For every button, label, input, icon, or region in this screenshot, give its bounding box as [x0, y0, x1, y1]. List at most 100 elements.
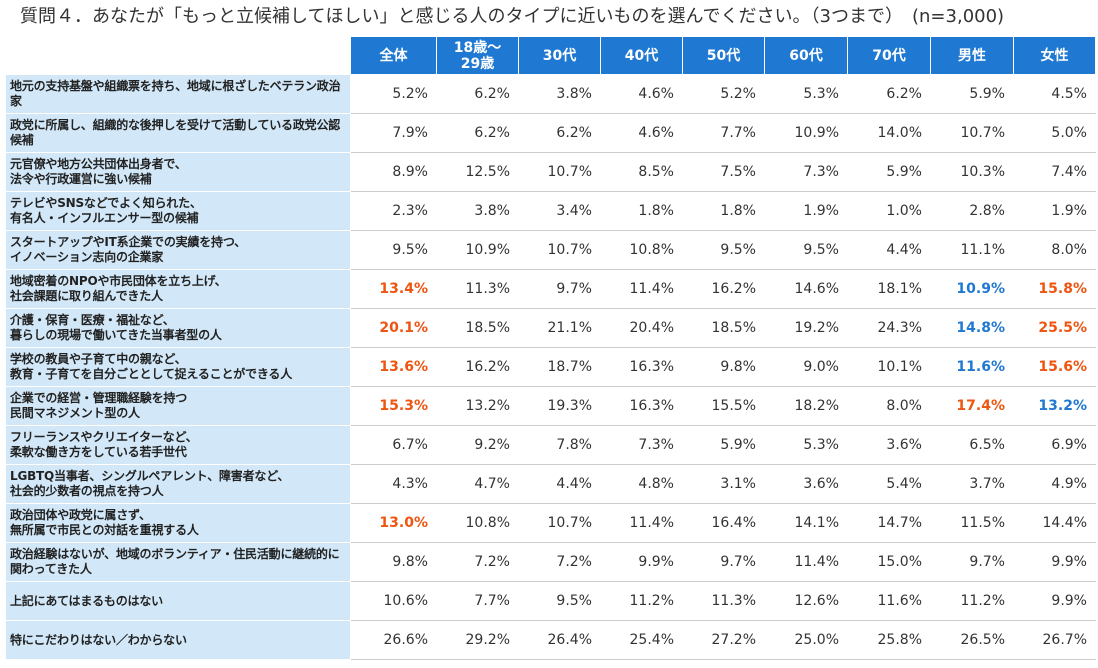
table-row: 介護・保育・医療・福祉など、 暮らしの現場で働いてきた当事者型の人 20.1% 18… — [5, 308, 1096, 348]
value-cell: 2.3% — [350, 191, 437, 231]
value-cell: 4.4% — [518, 464, 601, 504]
table-row: 学校の教員や子育て中の親など、 教育・子育てを自分ごととして捉えることができる人… — [5, 347, 1096, 387]
header-row: 全体 18歳〜 29歳 30代 40代 50代 60代 70代 男性 女性 — [5, 36, 1096, 75]
value-cell: 11.3% — [436, 269, 519, 309]
value-cell: 9.7% — [682, 542, 765, 582]
column-header: 女性 — [1013, 36, 1096, 75]
value-cell: 24.3% — [847, 308, 931, 348]
value-cell: 1.0% — [847, 191, 931, 231]
value-cell: 11.2% — [930, 581, 1014, 621]
value-cell: 9.9% — [1013, 581, 1096, 621]
row-label: スタートアップやIT系企業での実績を持つ、 イノベーション志向の企業家 — [5, 230, 351, 270]
value-cell: 16.2% — [682, 269, 765, 309]
value-cell: 5.9% — [847, 152, 931, 192]
value-cell: 5.9% — [682, 425, 765, 465]
value-cell: 10.7% — [518, 503, 601, 543]
table-row: 企業での経営・管理職経験を持つ 民間マネジメント型の人 15.3% 13.2% 19.… — [5, 386, 1096, 426]
value-cell: 7.5% — [682, 152, 765, 192]
value-cell: 11.2% — [600, 581, 683, 621]
value-cell: 17.4% — [930, 386, 1014, 426]
value-cell: 11.4% — [764, 542, 848, 582]
value-cell: 12.6% — [764, 581, 848, 621]
value-cell: 14.8% — [930, 308, 1014, 348]
value-cell: 11.6% — [847, 581, 931, 621]
value-cell: 6.2% — [847, 74, 931, 114]
value-cell: 9.5% — [518, 581, 601, 621]
value-cell: 10.8% — [600, 230, 683, 270]
value-cell: 27.2% — [682, 620, 765, 660]
value-cell: 6.2% — [436, 74, 519, 114]
value-cell: 5.3% — [764, 74, 848, 114]
table-row: 特にこだわりはない／わからない 26.6% 29.2% 26.4% 25.4% 27.2%… — [5, 620, 1096, 660]
value-cell: 9.5% — [682, 230, 765, 270]
column-header: 30代 — [518, 36, 601, 75]
value-cell: 5.0% — [1013, 113, 1096, 153]
value-cell: 3.1% — [682, 464, 765, 504]
value-cell: 4.6% — [600, 74, 683, 114]
value-cell: 5.3% — [764, 425, 848, 465]
column-header: 18歳〜 29歳 — [436, 36, 519, 75]
table-row: 政治団体や政党に属さず、 無所属で市民との対話を重視する人 13.0% 10.8% 1… — [5, 503, 1096, 543]
value-cell: 3.8% — [436, 191, 519, 231]
value-cell: 18.2% — [764, 386, 848, 426]
value-cell: 26.7% — [1013, 620, 1096, 660]
value-cell: 25.8% — [847, 620, 931, 660]
value-cell: 18.1% — [847, 269, 931, 309]
value-cell: 10.7% — [930, 113, 1014, 153]
table-row: 地域密着のNPOや市民団体を立ち上げ、 社会課題に取り組んできた人 13.4% 11… — [5, 269, 1096, 309]
table-row: スタートアップやIT系企業での実績を持つ、 イノベーション志向の企業家 9.5% 1… — [5, 230, 1096, 270]
table-row: 政党に所属し、組織的な後押しを受けて活動している政党公認候補 7.9% 6.2% 6.… — [5, 113, 1096, 153]
value-cell: 14.4% — [1013, 503, 1096, 543]
value-cell: 13.2% — [436, 386, 519, 426]
value-cell: 4.7% — [436, 464, 519, 504]
value-cell: 10.7% — [518, 230, 601, 270]
value-cell: 7.3% — [764, 152, 848, 192]
value-cell: 1.8% — [600, 191, 683, 231]
row-label: 政治経験はないが、地域のボランティア・住民活動に継続的に関わってきた人 — [5, 542, 351, 582]
value-cell: 7.4% — [1013, 152, 1096, 192]
value-cell: 10.6% — [350, 581, 437, 621]
value-cell: 14.1% — [764, 503, 848, 543]
table-row: 地元の支持基盤や組織票を持ち、地域に根ざしたベテラン政治家 5.2% 6.2% 3.8… — [5, 74, 1096, 114]
value-cell: 9.9% — [1013, 542, 1096, 582]
value-cell: 13.2% — [1013, 386, 1096, 426]
value-cell: 3.6% — [764, 464, 848, 504]
value-cell: 8.0% — [1013, 230, 1096, 270]
value-cell: 13.4% — [350, 269, 437, 309]
value-cell: 12.5% — [436, 152, 519, 192]
value-cell: 26.6% — [350, 620, 437, 660]
value-cell: 26.4% — [518, 620, 601, 660]
value-cell: 6.2% — [436, 113, 519, 153]
value-cell: 11.4% — [600, 503, 683, 543]
row-label: 特にこだわりはない／わからない — [5, 620, 351, 660]
value-cell: 15.8% — [1013, 269, 1096, 309]
value-cell: 3.6% — [847, 425, 931, 465]
table-row: フリーランスやクリエイターなど、 柔軟な働き方をしている若手世代 6.7% 9.2%… — [5, 425, 1096, 465]
value-cell: 15.0% — [847, 542, 931, 582]
row-label: 上記にあてはまるものはない — [5, 581, 351, 621]
value-cell: 5.9% — [930, 74, 1014, 114]
row-label: 地域密着のNPOや市民団体を立ち上げ、 社会課題に取り組んできた人 — [5, 269, 351, 309]
column-header: 全体 — [350, 36, 437, 75]
value-cell: 26.5% — [930, 620, 1014, 660]
value-cell: 15.6% — [1013, 347, 1096, 387]
value-cell: 18.7% — [518, 347, 601, 387]
value-cell: 16.2% — [436, 347, 519, 387]
value-cell: 25.5% — [1013, 308, 1096, 348]
row-label: テレビやSNSなどでよく知られた、 有名人・インフルエンサー型の候補 — [5, 191, 351, 231]
table-row: テレビやSNSなどでよく知られた、 有名人・インフルエンサー型の候補 2.3% 3.… — [5, 191, 1096, 231]
value-cell: 10.7% — [518, 152, 601, 192]
table-row: 元官僚や地方公共団体出身者で、 法令や行政運営に強い候補 8.9% 12.5% 10.… — [5, 152, 1096, 192]
value-cell: 11.1% — [930, 230, 1014, 270]
value-cell: 10.8% — [436, 503, 519, 543]
value-cell: 3.8% — [518, 74, 601, 114]
value-cell: 9.5% — [764, 230, 848, 270]
value-cell: 9.2% — [436, 425, 519, 465]
value-cell: 20.1% — [350, 308, 437, 348]
value-cell: 3.7% — [930, 464, 1014, 504]
value-cell: 29.2% — [436, 620, 519, 660]
value-cell: 11.6% — [930, 347, 1014, 387]
value-cell: 9.8% — [682, 347, 765, 387]
value-cell: 2.8% — [930, 191, 1014, 231]
table-row: 上記にあてはまるものはない 10.6% 7.7% 9.5% 11.2% 11.3% 12.6… — [5, 581, 1096, 621]
